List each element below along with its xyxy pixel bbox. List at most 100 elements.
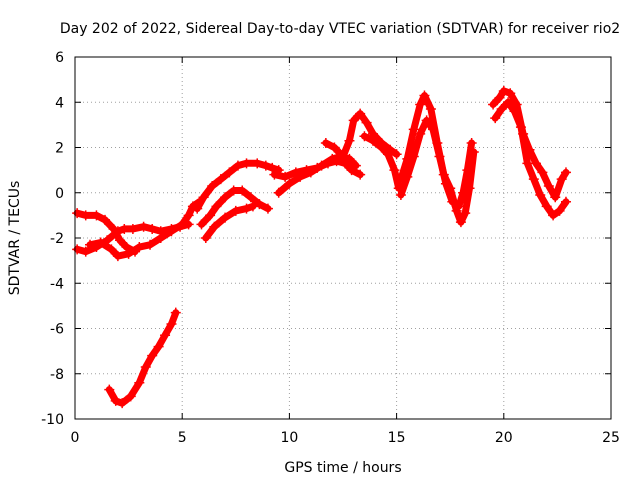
data-point	[252, 158, 263, 169]
data-point	[85, 239, 96, 250]
data-point	[269, 169, 280, 180]
data-point	[112, 226, 123, 237]
data-point	[295, 171, 306, 182]
data-point	[80, 210, 91, 221]
data-point	[72, 244, 83, 255]
data-point	[498, 85, 509, 96]
data-point	[316, 160, 327, 171]
data-point	[496, 104, 507, 115]
data-point	[134, 242, 145, 253]
data-point	[305, 167, 316, 178]
y-axis-label: SDTVAR / TECUs	[7, 181, 23, 296]
data-point	[134, 377, 145, 388]
data-point	[440, 178, 451, 189]
data-point	[543, 180, 554, 191]
data-point	[166, 226, 177, 237]
data-point	[237, 185, 248, 196]
x-tick-label: 10	[280, 430, 298, 446]
data-point	[462, 165, 473, 176]
data-point	[91, 210, 102, 221]
data-point	[155, 233, 166, 243]
data-point	[554, 205, 565, 216]
data-point	[110, 395, 121, 406]
data-point	[453, 201, 464, 212]
data-point	[123, 248, 134, 259]
data-point	[145, 239, 156, 250]
data-point	[260, 160, 271, 171]
data-point	[359, 131, 370, 142]
data-point	[228, 185, 239, 196]
data-point	[104, 384, 115, 395]
data-point	[220, 192, 231, 203]
data-point	[140, 361, 151, 372]
data-point	[355, 108, 366, 119]
data-point	[355, 169, 366, 180]
data-point	[428, 124, 439, 135]
data-point	[138, 221, 149, 232]
data-point	[200, 233, 211, 243]
data-point	[419, 90, 430, 101]
data-point	[368, 135, 379, 146]
data-point	[530, 158, 541, 169]
data-point	[408, 151, 419, 162]
y-tick-label: 6	[55, 50, 64, 66]
x-tick-label: 5	[178, 430, 187, 446]
data-point	[346, 165, 357, 176]
data-point	[241, 203, 252, 214]
data-point	[160, 330, 171, 341]
data-point	[262, 203, 273, 214]
data-point	[209, 221, 220, 232]
data-point	[515, 122, 526, 133]
data-point	[198, 192, 209, 203]
data-point	[280, 171, 291, 182]
data-point	[550, 192, 561, 203]
data-point	[320, 137, 331, 148]
data-point	[224, 167, 235, 178]
data-point	[421, 115, 432, 126]
y-tick-label: -8	[50, 367, 64, 383]
data-point	[560, 167, 571, 178]
data-point	[415, 128, 426, 139]
data-point	[528, 174, 539, 185]
data-point	[117, 398, 128, 409]
data-point	[350, 160, 361, 171]
y-tick-label: -2	[50, 231, 64, 247]
data-point	[183, 210, 194, 221]
data-point	[509, 106, 520, 117]
data-point	[408, 124, 419, 135]
data-point	[327, 153, 338, 164]
data-point	[361, 117, 372, 128]
data-point	[395, 190, 406, 201]
data-point	[541, 201, 552, 212]
y-tick-label: 0	[55, 186, 64, 202]
y-tick-labels: -10 -8 -6 -4 -2 0 2 4 6	[41, 50, 64, 428]
data-point	[455, 217, 466, 228]
data-point	[196, 219, 207, 230]
data-point	[522, 158, 533, 169]
x-tick-labels: 0 5 10 15 20 25	[71, 430, 620, 446]
data-point	[434, 151, 445, 162]
data-point	[460, 208, 471, 219]
axis-ticks	[74, 56, 612, 420]
data-point	[112, 251, 123, 262]
data-point	[267, 162, 278, 173]
data-point	[72, 208, 83, 219]
data-point	[548, 210, 559, 221]
data-point	[205, 210, 216, 221]
data-point	[503, 97, 514, 108]
data-point	[466, 137, 477, 148]
data-point	[95, 237, 106, 248]
data-point	[273, 187, 284, 198]
data-point	[125, 391, 136, 402]
x-tick-label: 15	[388, 430, 406, 446]
data-point	[127, 223, 138, 234]
data-point	[106, 244, 117, 255]
data-point	[230, 205, 241, 216]
data-point	[147, 350, 158, 361]
data-point	[241, 158, 252, 169]
data-point	[505, 88, 516, 99]
data-point	[488, 99, 499, 110]
data-point	[192, 203, 203, 214]
data-point	[490, 113, 501, 124]
